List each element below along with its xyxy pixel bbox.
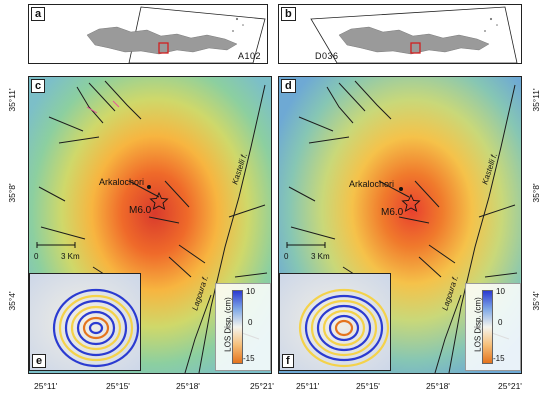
colorbar-tick-bottom-e: -15 <box>243 354 255 363</box>
lat-tick-left-2: 35°8' <box>7 183 17 203</box>
lon-tick-c-4: 25°21' <box>250 381 274 391</box>
study-area-box-a <box>158 42 169 54</box>
scale-start-d: 0 <box>284 252 289 261</box>
panel-d-deformation-map: Arkalochori M6.0 Kastelli f. Lagoura f. … <box>278 76 522 374</box>
crete-island-b <box>338 26 490 55</box>
track-label-b: D036 <box>315 51 339 61</box>
inset-map-b-svg <box>310 6 518 63</box>
colorbar-gradient-e <box>232 290 243 364</box>
scale-bar-d <box>286 242 326 248</box>
scale-end-d: 3 Km <box>311 252 330 261</box>
panel-b-inset-map: b D036 <box>278 4 522 64</box>
fringe-rings-f <box>298 288 390 368</box>
fringe-rings-e <box>52 288 140 368</box>
colorbar-tick-mid-f: 0 <box>498 318 503 327</box>
study-area-box-b <box>410 42 421 54</box>
lon-tick-c-1: 25°11' <box>34 381 58 391</box>
panel-label-b: b <box>281 7 296 21</box>
interferogram-f-svg <box>280 274 390 370</box>
inset-map-a-svg <box>86 6 266 63</box>
scale-end-c: 3 Km <box>61 252 80 261</box>
lat-tick-right-2: 35°8' <box>531 183 541 203</box>
epicenter-star-d <box>401 193 421 212</box>
colorbar-tick-mid-e: 0 <box>248 318 253 327</box>
village-label-d: Arkalochori <box>349 179 394 189</box>
panel-a-inset-map: a A102 <box>28 4 268 64</box>
panel-label-f: f <box>282 354 294 368</box>
colorbar-tick-top-e: 10 <box>246 287 255 296</box>
panel-e-interferogram: e <box>29 273 141 371</box>
scale-bar-c <box>36 242 76 248</box>
village-marker-d <box>399 187 403 191</box>
epicenter-star-c <box>149 191 169 210</box>
track-label-a: A102 <box>237 51 261 61</box>
scale-start-c: 0 <box>34 252 39 261</box>
village-label-c: Arkalochori <box>99 177 144 187</box>
colorbar-e: LOS Disp. (cm) 10 0 -15 <box>215 283 271 371</box>
colorbar-f: LOS Disp. (cm) 10 0 -15 <box>465 283 521 371</box>
colorbar-tick-bottom-f: -15 <box>493 354 505 363</box>
lon-tick-c-2: 25°15' <box>106 381 130 391</box>
panel-c-deformation-map: Arkalochori M6.0 Kastelli f. Lagoura f. … <box>28 76 272 374</box>
panel-label-a: a <box>31 7 46 21</box>
village-marker-c <box>147 185 151 189</box>
crete-island-a <box>86 26 238 55</box>
lat-tick-right-3: 35°4' <box>531 291 541 311</box>
lon-tick-d-2: 25°15' <box>356 381 380 391</box>
interferogram-e-svg <box>30 274 140 370</box>
lat-tick-left-1: 35°11' <box>7 88 17 112</box>
panel-label-d: d <box>281 79 296 93</box>
satellite-footprint-b <box>310 6 518 63</box>
panel-label-e: e <box>32 354 47 368</box>
colorbar-gradient-f <box>482 290 493 364</box>
magnitude-label-d: M6.0 <box>381 207 404 218</box>
panel-f-interferogram: f <box>279 273 391 371</box>
lat-tick-right-1: 35°11' <box>531 88 541 112</box>
lat-tick-left-3: 35°4' <box>7 291 17 311</box>
lon-tick-d-1: 25°11' <box>296 381 320 391</box>
lon-tick-d-3: 25°18' <box>426 381 450 391</box>
pink-mark-lines-c <box>86 100 120 114</box>
colorbar-tick-top-f: 10 <box>496 287 505 296</box>
magnitude-label-c: M6.0 <box>129 205 152 216</box>
panel-label-c: c <box>31 79 46 93</box>
lon-tick-d-4: 25°21' <box>498 381 522 391</box>
lon-tick-c-3: 25°18' <box>176 381 200 391</box>
